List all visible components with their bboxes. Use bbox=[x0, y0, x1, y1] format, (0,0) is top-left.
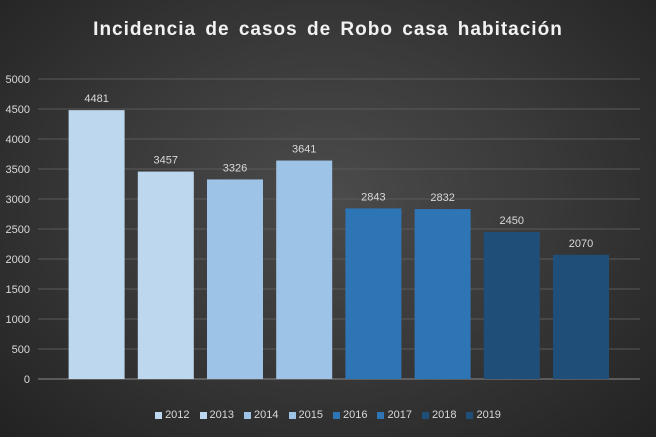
legend-item-2013: 2013 bbox=[199, 409, 235, 421]
y-tick-label: 5000 bbox=[6, 74, 30, 86]
data-label: 3641 bbox=[292, 144, 316, 156]
bar-2015 bbox=[276, 160, 333, 379]
y-tick-label: 500 bbox=[12, 344, 30, 356]
legend-label: 2015 bbox=[298, 409, 323, 421]
legend-label: 2017 bbox=[387, 409, 412, 421]
y-tick-label: 3500 bbox=[6, 164, 30, 176]
y-tick-label: 4000 bbox=[6, 134, 30, 146]
y-tick-label: 2500 bbox=[6, 224, 30, 236]
legend-label: 2014 bbox=[254, 409, 279, 421]
bar-2012 bbox=[68, 110, 125, 379]
legend-label: 2018 bbox=[431, 409, 457, 421]
data-label: 2070 bbox=[569, 238, 593, 250]
data-label: 3326 bbox=[223, 162, 247, 174]
y-tick-label: 2000 bbox=[6, 254, 30, 266]
legend-swatch bbox=[466, 411, 474, 419]
legend-item-2012: 2012 bbox=[155, 409, 190, 421]
legend-item-2016: 2016 bbox=[333, 409, 367, 421]
legend-swatch bbox=[377, 411, 385, 419]
y-tick-label: 1500 bbox=[6, 284, 30, 296]
y-tick-label: 1000 bbox=[6, 314, 30, 326]
data-label: 3457 bbox=[154, 155, 178, 167]
bar-2016 bbox=[345, 208, 402, 379]
data-label: 4481 bbox=[84, 93, 108, 105]
y-tick-label: 3000 bbox=[6, 194, 30, 206]
y-tick-label: 0 bbox=[24, 374, 30, 386]
legend-swatch bbox=[333, 411, 340, 419]
legend-item-2018: 2018 bbox=[421, 409, 457, 421]
bar-2014 bbox=[207, 179, 263, 379]
legend-swatch bbox=[155, 411, 163, 419]
data-label: 2832 bbox=[430, 192, 454, 204]
legend-item-2019: 2019 bbox=[466, 409, 501, 421]
legend-label: 2013 bbox=[209, 409, 235, 421]
legend-label: 2019 bbox=[476, 409, 501, 421]
legend-swatch bbox=[199, 411, 207, 419]
chart-title: Incidencia de casos de Robo casa habitac… bbox=[93, 19, 563, 40]
legend-item-2014: 2014 bbox=[244, 409, 279, 421]
legend: 2012 2013 2014 2015 2016 2017 2018 2019 bbox=[0, 409, 656, 421]
data-label: 2450 bbox=[500, 215, 524, 227]
legend-item-2017: 2017 bbox=[377, 409, 412, 421]
legend-label: 2016 bbox=[343, 409, 368, 421]
legend-swatch bbox=[244, 411, 252, 419]
data-label: 2843 bbox=[361, 191, 385, 203]
bar-2019 bbox=[553, 254, 609, 379]
legend-swatch bbox=[288, 411, 296, 419]
legend-label: 2012 bbox=[165, 409, 190, 421]
legend-item-2015: 2015 bbox=[288, 409, 323, 421]
bar-2017 bbox=[414, 209, 471, 379]
y-tick-label: 4500 bbox=[6, 104, 30, 116]
bar-2018 bbox=[483, 232, 540, 379]
legend-swatch bbox=[421, 411, 429, 419]
bar-2013 bbox=[137, 171, 194, 379]
